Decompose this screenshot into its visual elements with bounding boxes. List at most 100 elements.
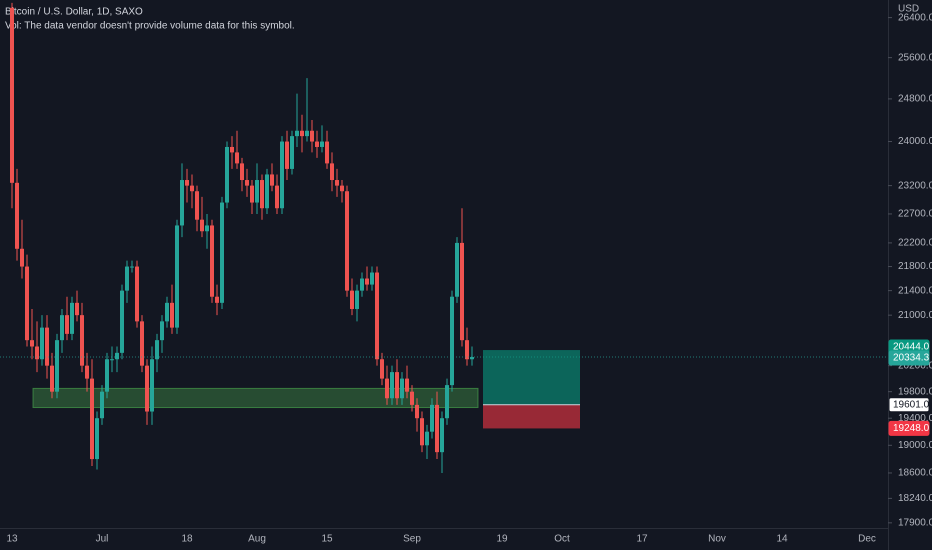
candle-body: [25, 266, 29, 341]
candle-body: [45, 327, 49, 366]
candle-body: [455, 242, 459, 297]
y-tick-label: 21800.0: [898, 261, 932, 272]
candle-body: [90, 378, 94, 460]
candle-body: [210, 225, 214, 297]
candle-body: [160, 321, 164, 341]
candle-body: [315, 141, 319, 147]
x-tick-label: Jul: [96, 534, 109, 545]
candle-body: [135, 266, 139, 322]
candle-body: [195, 191, 199, 220]
candle-body: [175, 225, 179, 328]
candle-body: [145, 365, 149, 412]
candle-body: [95, 418, 99, 460]
candle-body: [375, 272, 379, 360]
candle-body: [400, 378, 404, 399]
candle-body: [325, 141, 329, 164]
x-tick-label: 18: [181, 534, 193, 545]
candle-body: [180, 180, 184, 226]
last-price-label: 20334.3: [893, 353, 930, 364]
y-tick-label: 22700.0: [898, 209, 932, 220]
chart-subtitle: Vol: The data vendor doesn't provide vol…: [5, 21, 295, 32]
candle-body: [40, 327, 44, 360]
y-tick-label: 26400.0: [898, 12, 932, 23]
candle-body: [240, 163, 244, 181]
candle-body: [415, 404, 419, 419]
candle-body: [450, 296, 454, 386]
candle-body: [320, 141, 324, 147]
x-tick-label: 15: [321, 534, 333, 545]
candle-body: [120, 290, 124, 353]
x-tick-label: 19: [496, 534, 508, 545]
candle-body: [200, 219, 204, 232]
candle-body: [445, 385, 449, 419]
x-tick-label: 14: [776, 534, 788, 545]
support-zone: [32, 387, 479, 409]
candle-body: [410, 391, 414, 405]
x-tick-label: Dec: [858, 534, 876, 545]
candle-body: [130, 266, 134, 268]
candle-body: [385, 378, 389, 399]
candle-body: [150, 359, 154, 412]
y-tick-label: 21400.0: [898, 285, 932, 296]
candle-body: [225, 146, 229, 203]
y-tick-label: 25600.0: [898, 52, 932, 63]
candle-body: [190, 185, 194, 192]
candle-body: [355, 290, 359, 309]
candle-body: [270, 174, 274, 186]
candle-body: [275, 185, 279, 209]
candle-body: [245, 180, 249, 186]
candle-body: [70, 302, 74, 334]
stop-price-label-bg: [888, 420, 930, 436]
y-tick-label: 23200.0: [898, 180, 932, 191]
candle-body: [395, 372, 399, 399]
y-tick-label: 24000.0: [898, 136, 932, 147]
candle-body: [350, 290, 354, 309]
x-tick-label: 13: [6, 534, 18, 545]
candle-body: [165, 302, 169, 322]
last-price-label-bg: [888, 350, 930, 366]
candle-body: [185, 180, 189, 186]
y-tick-label: 18240.0: [898, 493, 932, 504]
candle-body: [365, 278, 369, 285]
candle-body: [60, 315, 64, 341]
candle-body: [35, 346, 39, 360]
candle-body: [15, 182, 19, 249]
y-tick-label: 20200.0: [898, 360, 932, 371]
candle-body: [115, 352, 119, 360]
candle-body: [470, 357, 474, 360]
candle-body: [340, 185, 344, 192]
candle-body: [345, 191, 349, 291]
candle-body: [30, 340, 34, 347]
x-tick-label: Aug: [248, 534, 266, 545]
candle-body: [290, 136, 294, 169]
candle-body: [285, 141, 289, 169]
candle-body: [100, 391, 104, 419]
candle-body: [75, 302, 79, 316]
candle-body: [465, 340, 469, 360]
candle-body: [405, 378, 409, 392]
y-tick-label: 24800.0: [898, 94, 932, 105]
candle-body: [330, 163, 334, 181]
candle-body: [170, 302, 174, 328]
candle-body: [235, 152, 239, 164]
candle-body: [155, 340, 159, 360]
candle-body: [110, 359, 114, 361]
candle-body: [305, 130, 309, 137]
y-tick-label: 19800.0: [898, 386, 932, 397]
y-axis-unit: USD: [898, 4, 919, 15]
y-tick-label: 21000.0: [898, 310, 932, 321]
candle-body: [80, 315, 84, 366]
candle-body: [50, 365, 54, 392]
candle-body: [55, 340, 59, 392]
candle-body: [215, 296, 219, 303]
candle-body: [265, 174, 269, 209]
chart-title: Bitcoin / U.S. Dollar, 1D, SAXO: [5, 7, 143, 18]
candle-body: [20, 248, 24, 267]
candle-body: [460, 242, 464, 341]
candle-body: [310, 130, 314, 142]
candle-body: [140, 321, 144, 366]
candle-body: [420, 418, 424, 446]
